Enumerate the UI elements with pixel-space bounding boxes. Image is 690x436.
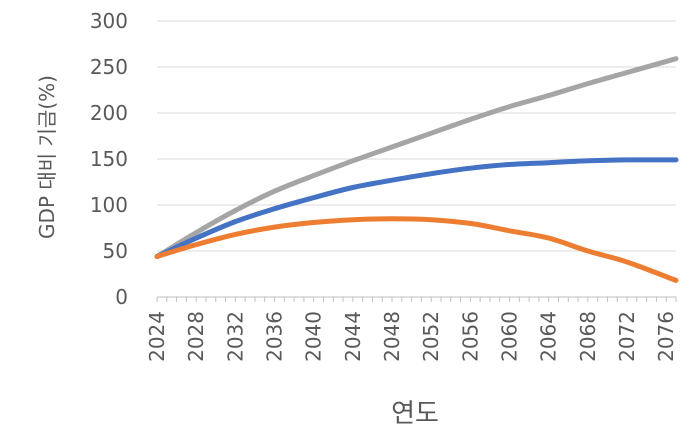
- series-line-3: [154, 216, 679, 283]
- y-tick-label: 300: [90, 9, 128, 33]
- x-tick-label: 2052: [419, 311, 443, 362]
- x-axis-tick-labels: 2024 2028 2032 2036 2040 2044 2048 2052 2056 2060…: [145, 311, 678, 362]
- x-axis-title: 연도: [391, 399, 439, 429]
- x-axis: [156, 296, 677, 302]
- x-tick-label: 2048: [380, 311, 404, 362]
- x-tick-label: 2060: [498, 311, 522, 362]
- y-tick-label: 150: [90, 147, 128, 171]
- x-tick-label: 2068: [576, 311, 600, 362]
- y-tick-label: 200: [90, 101, 128, 125]
- y-tick-label: 50: [103, 239, 128, 263]
- y-tick-label: 100: [90, 193, 128, 217]
- series-line-1: [154, 56, 679, 259]
- y-axis-title: GDP 대비 기금(%): [35, 75, 59, 239]
- y-tick-label: 0: [115, 285, 128, 309]
- x-tick-label: 2044: [341, 311, 365, 362]
- series-line-2: [154, 157, 679, 259]
- x-tick-label: 2024: [145, 311, 169, 362]
- plot-area: [154, 56, 679, 283]
- x-tick-label: 2028: [184, 311, 208, 362]
- x-tick-label: 2032: [223, 311, 247, 362]
- x-tick-label: 2072: [615, 311, 639, 362]
- x-tick-label: 2064: [537, 311, 561, 362]
- y-tick-label: 250: [90, 55, 128, 79]
- x-tick-label: 2036: [263, 311, 287, 362]
- x-tick-label: 2056: [458, 311, 482, 362]
- x-tick-label: 2076: [654, 311, 678, 362]
- y-axis-tick-labels: 0 50 100 150 200 250 300: [90, 9, 128, 309]
- x-tick-label: 2040: [302, 311, 326, 362]
